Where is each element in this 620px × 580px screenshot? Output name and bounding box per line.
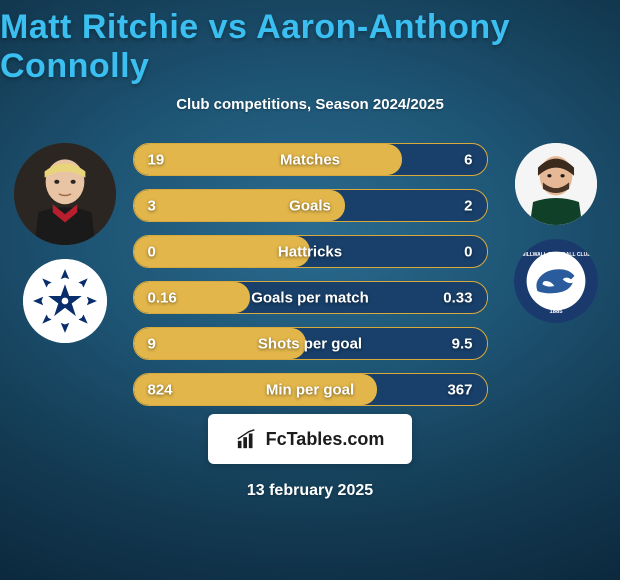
stat-label: Min per goal	[266, 381, 354, 398]
stat-label: Shots per goal	[258, 335, 362, 352]
stat-row: 3 Goals 2	[133, 189, 488, 222]
player-right-portrait-icon	[515, 143, 597, 225]
right-column: MILLWALL FOOTBALL CLUB 1885	[500, 143, 612, 323]
club-left-crest-icon	[23, 259, 107, 343]
stat-row: 0.16 Goals per match 0.33	[133, 281, 488, 314]
stat-right-value: 0	[464, 243, 472, 260]
stat-row: 824 Min per goal 367	[133, 373, 488, 406]
player-right-avatar	[515, 143, 597, 225]
stat-label: Goals per match	[251, 289, 369, 306]
chart-icon	[236, 428, 258, 450]
svg-text:MILLWALL FOOTBALL CLUB: MILLWALL FOOTBALL CLUB	[521, 252, 591, 258]
stat-left-value: 9	[148, 335, 156, 352]
stat-label: Matches	[280, 151, 340, 168]
stat-left-value: 3	[148, 197, 156, 214]
stat-right-value: 2	[464, 197, 472, 214]
footer-brand-text: FcTables.com	[266, 429, 385, 450]
stat-row: 0 Hattricks 0	[133, 235, 488, 268]
stat-left-value: 19	[148, 151, 165, 168]
date-text: 13 february 2025	[247, 482, 373, 500]
left-column	[9, 143, 121, 343]
club-right-crest-icon: MILLWALL FOOTBALL CLUB 1885	[514, 239, 598, 323]
stat-row: 19 Matches 6	[133, 143, 488, 176]
stat-row: 9 Shots per goal 9.5	[133, 327, 488, 360]
stat-left-value: 0.16	[148, 289, 177, 306]
subtitle: Club competitions, Season 2024/2025	[176, 96, 444, 113]
stat-label: Hattricks	[278, 243, 342, 260]
main-area: 19 Matches 6 3 Goals 2 0 Hattricks 0 0.16 Goals pe…	[0, 143, 620, 406]
stat-left-value: 824	[148, 381, 173, 398]
club-right-badge: MILLWALL FOOTBALL CLUB 1885	[514, 239, 598, 323]
footer-brand-badge: FcTables.com	[208, 414, 413, 464]
comparison-card: Matt Ritchie vs Aaron-Anthony Connolly C…	[0, 0, 620, 580]
stat-right-value: 367	[447, 381, 472, 398]
stat-label: Goals	[289, 197, 331, 214]
stat-fill-left	[134, 144, 402, 175]
stats-column: 19 Matches 6 3 Goals 2 0 Hattricks 0 0.16 Goals pe…	[133, 143, 488, 406]
stat-right-value: 9.5	[452, 335, 473, 352]
stat-right-value: 6	[464, 151, 472, 168]
player-left-avatar	[14, 143, 116, 245]
stat-left-value: 0	[148, 243, 156, 260]
stat-right-value: 0.33	[443, 289, 472, 306]
club-left-badge	[23, 259, 107, 343]
page-title: Matt Ritchie vs Aaron-Anthony Connolly	[0, 8, 620, 86]
svg-text:1885: 1885	[549, 309, 563, 315]
player-left-portrait-icon	[14, 143, 116, 245]
